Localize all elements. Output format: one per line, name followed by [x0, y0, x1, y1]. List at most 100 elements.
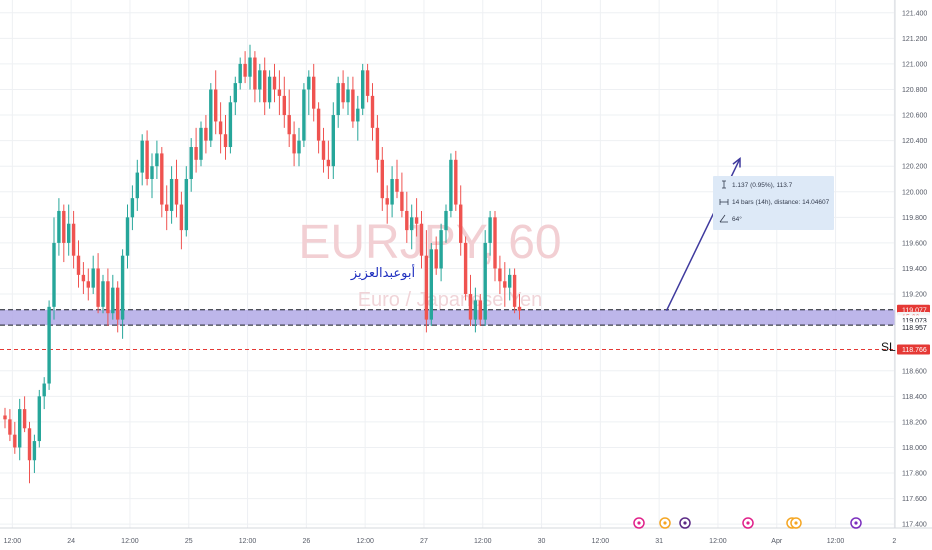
candle-body	[165, 204, 169, 211]
candle-body	[96, 268, 100, 307]
measure-tooltip-bg	[713, 176, 834, 230]
price-tick-label: 118.000	[902, 445, 927, 452]
time-tick-label: 12:00	[709, 538, 727, 545]
time-tick-label: 24	[67, 538, 75, 545]
price-tag-bg	[897, 322, 930, 333]
price-tick-label: 121.000	[902, 61, 927, 68]
candle-body	[52, 242, 56, 307]
candle-body	[287, 115, 291, 135]
price-tick-label: 118.600	[902, 368, 927, 375]
candle-body	[307, 76, 311, 90]
candle-body	[380, 159, 384, 199]
candles	[3, 44, 522, 484]
candle-body	[400, 191, 404, 211]
candle-body	[91, 268, 95, 288]
candle-body	[439, 230, 443, 269]
candle-body	[174, 178, 179, 205]
price-tick-label: 118.200	[902, 419, 927, 426]
projection-arrow-head[interactable]	[732, 156, 741, 168]
candle-body	[130, 198, 135, 218]
price-tag-bg	[897, 344, 930, 355]
candle-body	[150, 166, 154, 179]
candle-body	[169, 178, 174, 211]
time-tick-label: 25	[185, 538, 193, 545]
candle-body	[272, 76, 277, 90]
grid	[0, 0, 895, 528]
price-tick-label: 120.800	[902, 87, 927, 94]
candle-body	[253, 57, 257, 90]
candle-body	[218, 121, 223, 135]
candle-body	[233, 83, 237, 103]
candle-body	[267, 76, 272, 103]
candle-body	[336, 83, 340, 116]
support-zone[interactable]	[0, 309, 895, 351]
candle-body	[483, 242, 487, 320]
bar-range-icon	[719, 199, 729, 205]
event-dot	[794, 521, 798, 525]
candle-body	[8, 419, 12, 435]
candle-body	[405, 210, 409, 231]
candle-body	[365, 70, 370, 96]
candle-body	[228, 102, 233, 148]
price-range-icon	[722, 180, 726, 189]
economic-event-icon[interactable]	[742, 517, 754, 529]
candle-body	[419, 223, 424, 256]
candle-body	[116, 287, 120, 320]
candle-body	[459, 204, 463, 243]
price-tick-label: 117.800	[902, 471, 927, 478]
measure-tooltip: 1.137 (0.95%), 113.7 14 bars (14h), dist…	[713, 176, 834, 230]
economic-event-icon[interactable]	[659, 517, 671, 529]
candle-body	[444, 210, 448, 231]
candle-body	[375, 127, 380, 160]
time-tick-label: 30	[538, 538, 546, 545]
economic-event-icon[interactable]	[850, 517, 862, 529]
price-tick-label: 118.400	[902, 394, 927, 401]
measure-price-text: 1.137 (0.95%), 113.7	[732, 182, 793, 189]
price-axis[interactable]: 117.400 117.600 117.800 118.000 118.200 118.4…	[902, 10, 927, 528]
candle-body	[429, 249, 433, 320]
time-axis-bg	[0, 528, 932, 550]
price-tick-label: 120.200	[902, 164, 927, 171]
time-tick-label: 12:00	[356, 538, 374, 545]
candle-body	[3, 415, 7, 420]
candle-body	[184, 178, 188, 231]
candle-body	[106, 281, 110, 314]
candle-body	[243, 63, 247, 77]
time-axis[interactable]: 12:00 24 12:00 25 12:00 26 12:00 27 12:00 30 12:00…	[4, 538, 897, 545]
candle-body	[424, 255, 429, 320]
event-dot	[663, 521, 667, 525]
candle-body	[209, 89, 213, 141]
candle-body	[32, 441, 37, 461]
candle-body	[145, 140, 149, 179]
economic-event-icon[interactable]	[790, 517, 802, 529]
candle-body	[395, 178, 399, 192]
time-tick-label: 27	[420, 538, 428, 545]
measure-bars-text: 14 bars (14h), distance: 14.04607	[732, 199, 830, 206]
economic-event-icon[interactable]	[633, 517, 645, 529]
time-tick-label: 12:00	[592, 538, 610, 545]
candle-body	[302, 89, 306, 141]
candle-body	[390, 178, 394, 205]
candle-body	[189, 147, 193, 179]
candle-body	[508, 274, 512, 288]
candle-body	[282, 95, 286, 116]
economic-event-icon[interactable]	[679, 517, 691, 529]
candle-body	[111, 287, 115, 314]
economic-events[interactable]	[633, 517, 862, 529]
price-tick-label: 117.600	[902, 496, 927, 503]
candle-body	[351, 89, 355, 122]
candle-body	[67, 223, 71, 243]
support-zone-rect[interactable]	[0, 309, 895, 326]
candle-body	[120, 255, 125, 320]
author-annotation: أبوعبدالعزيز	[350, 264, 415, 281]
price-tag-label: 119.073	[902, 318, 927, 325]
angle-icon	[719, 214, 728, 223]
candle-body	[22, 409, 27, 429]
candle-body	[326, 159, 331, 167]
price-tag-label: 119.077	[902, 307, 927, 314]
candle-body	[204, 127, 208, 141]
candle-body	[155, 153, 159, 167]
candle-body	[346, 89, 350, 103]
